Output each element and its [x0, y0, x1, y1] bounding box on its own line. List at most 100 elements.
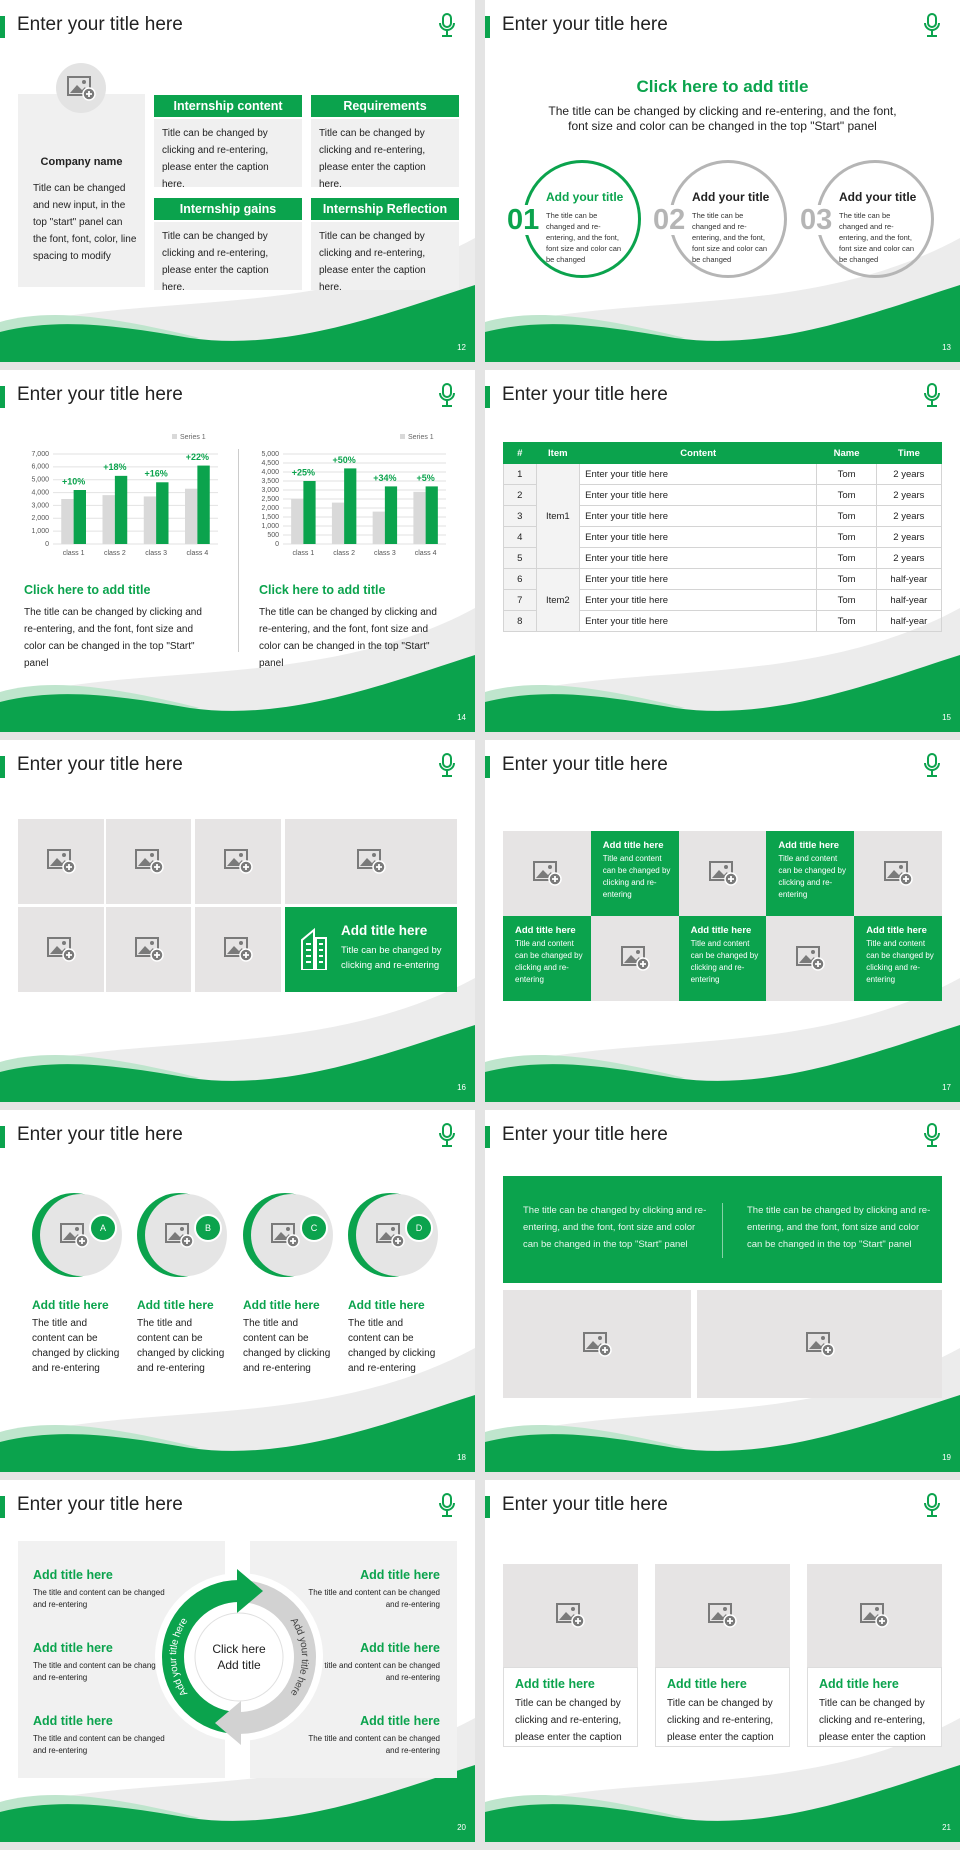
heading: Click here to add title [636, 77, 809, 96]
slide: Enter your title here Add title here Title… [485, 1480, 960, 1842]
time-cell: 2 years [875, 505, 943, 527]
logo [439, 13, 455, 37]
slide-title: Enter your title here [502, 1124, 668, 1145]
time-cell: half-year [875, 610, 943, 632]
wave-green [0, 1395, 475, 1472]
title-bar [485, 386, 490, 408]
icon-sun [635, 950, 640, 954]
icon-frame [224, 849, 248, 869]
legend-swatch [172, 434, 177, 439]
image-placeholder [708, 861, 738, 886]
image-tile [503, 1564, 638, 1667]
item-text: The title and content can be changed by … [32, 1318, 120, 1374]
center-circle [194, 1612, 284, 1702]
x-tick-label: class 4 [415, 550, 437, 557]
time-cell: 2 years [875, 547, 943, 569]
item-text: The title and content can be changed and… [308, 1734, 440, 1755]
y-tick-label: 5,000 [31, 477, 49, 484]
icon-sun [372, 853, 376, 857]
icon-frame [583, 1332, 607, 1352]
row-number: 8 [503, 610, 537, 632]
logo-body [442, 753, 452, 768]
logo-body [927, 383, 937, 398]
subtitle: The title can be changed by clicking and… [548, 104, 897, 133]
banner-text: The title can be changed by clicking and… [523, 1205, 707, 1250]
icon-sun [811, 950, 816, 954]
icon-plus [602, 1347, 608, 1353]
building-icon [301, 927, 327, 970]
image-placeholder [134, 849, 164, 874]
y-tick-label: 0 [275, 541, 279, 548]
y-tick-label: 3,000 [261, 487, 279, 494]
bar [61, 499, 74, 544]
logo-body [442, 13, 452, 28]
banner-divider [722, 1203, 723, 1258]
header-cell: # [503, 442, 537, 464]
logo-body [927, 13, 937, 28]
item-number: 01 [507, 204, 540, 236]
y-tick-label: 4,000 [261, 469, 279, 476]
badge: A [89, 1214, 117, 1242]
slide-title: Enter your title here [17, 754, 183, 775]
title-bar [485, 16, 490, 38]
image-placeholder [884, 861, 913, 886]
wave-green [485, 1395, 960, 1472]
icon-sun [62, 853, 66, 857]
item-title: Add title here [360, 1641, 440, 1655]
wave-green [485, 1765, 960, 1842]
icon-frame [376, 1223, 400, 1243]
icon-frame [556, 1603, 580, 1623]
icon-frame [620, 946, 645, 966]
title-bar [0, 1126, 5, 1148]
card-title: Add title here [515, 1677, 595, 1691]
icon-frame [67, 76, 91, 96]
card-title: Add title here [819, 1677, 899, 1691]
title-bar [0, 1496, 5, 1518]
building-windows [306, 943, 323, 963]
y-tick-label: 2,000 [261, 505, 279, 512]
logo [439, 753, 455, 777]
wave-green [0, 285, 475, 362]
arrow-green [237, 1569, 263, 1613]
page-number: 20 [457, 1823, 466, 1832]
item-title: Add title here [360, 1568, 440, 1582]
icon-plus [79, 1238, 85, 1244]
image-placeholder [796, 946, 826, 971]
image-tile [195, 907, 281, 992]
logo-body [442, 383, 452, 398]
card-text: Title and content can be changed by clic… [866, 939, 934, 984]
box-body: Title can be changed by clicking and re-… [154, 119, 302, 190]
table-row: 5 Enter your title here Tom 2 years [503, 547, 943, 569]
box-body: Title can be changed by clicking and re-… [311, 119, 459, 190]
name-cell: Tom [816, 547, 877, 569]
page-number: 12 [457, 343, 466, 352]
icon-sun [899, 865, 904, 869]
bar [197, 465, 210, 544]
icon-plus [153, 952, 160, 958]
slide-background [0, 238, 475, 362]
item-text: The title and content can be changed by … [137, 1318, 225, 1374]
feature-text: Title can be changed by clicking and re-… [341, 945, 442, 971]
company-panel [18, 94, 145, 287]
bar [143, 496, 157, 544]
bar [344, 468, 357, 544]
annotation: +50% [332, 455, 355, 465]
logo-base [442, 1510, 452, 1517]
page-number: 18 [457, 1453, 466, 1462]
icon-frame [708, 861, 733, 881]
icon-plus [66, 952, 72, 958]
image-placeholder [67, 76, 96, 101]
item-title: Add title here [33, 1641, 113, 1655]
wave-green [0, 1025, 475, 1102]
y-tick-label: 0 [45, 541, 49, 548]
icon-plus [66, 864, 72, 870]
y-tick-label: 500 [267, 532, 279, 539]
row-number: 2 [503, 484, 537, 506]
image-placeholder [620, 946, 650, 971]
logo [924, 753, 940, 777]
image-tile [590, 916, 679, 1001]
y-tick-label: 3,500 [261, 478, 279, 485]
slide-title: Enter your title here [502, 754, 668, 775]
image-tile [503, 831, 591, 916]
card-body [503, 1667, 638, 1747]
